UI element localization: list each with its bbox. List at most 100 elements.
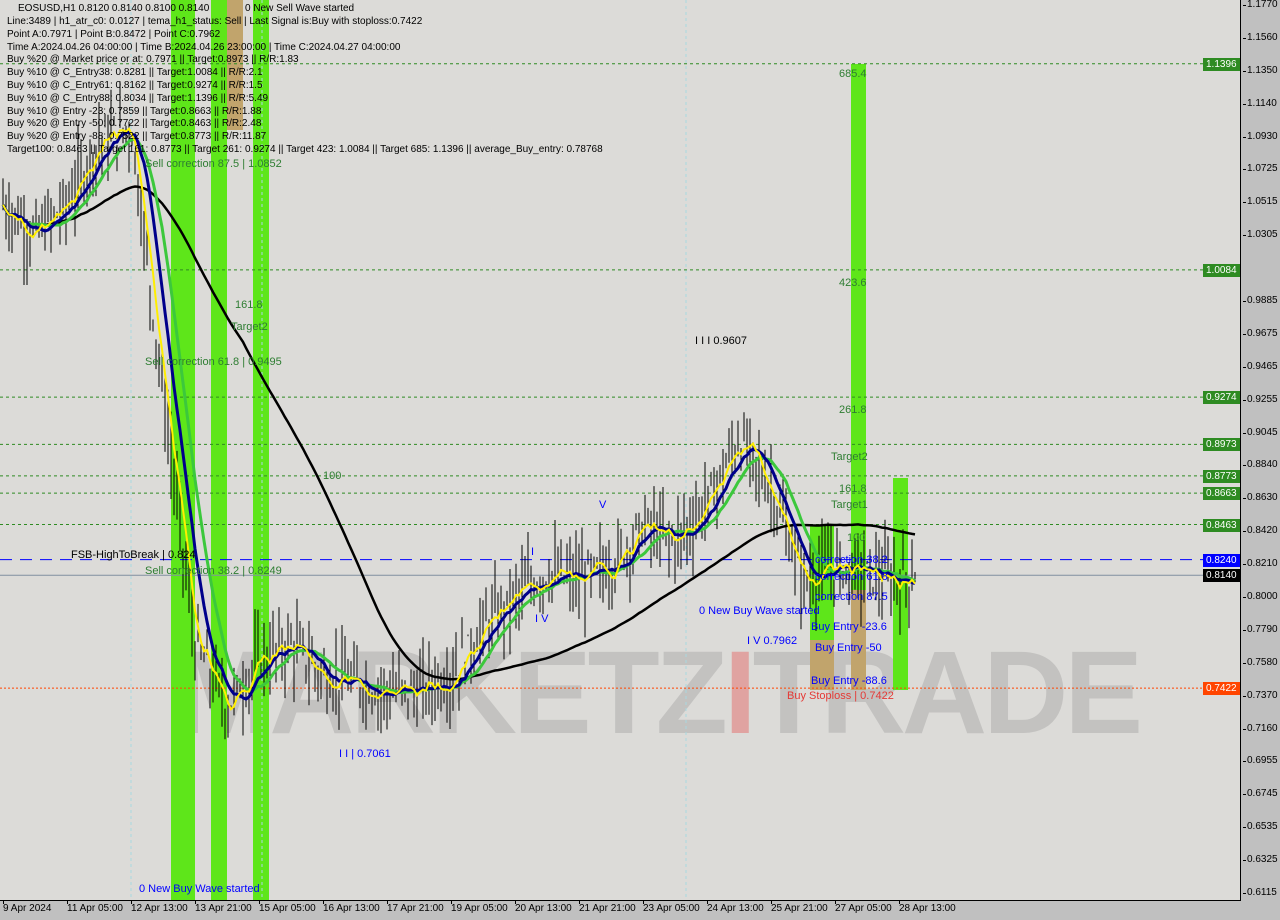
y-tick-label: 0.8630 [1243,492,1280,503]
y-tick-label: 1.0930 [1243,131,1280,142]
y-tick-label: 0.9675 [1243,328,1280,339]
x-tick-label: 21 Apr 21:00 [579,900,636,914]
chart-annotation: 100 [323,470,342,483]
chart-annotation: 100 [847,531,866,544]
x-tick-label: 27 Apr 05:00 [835,900,892,914]
chart-annotation: Sell correction 87.5 | 1.0852 [145,158,282,171]
chart-annotation: 161.8 [235,299,263,312]
price-level-tag: 0.8240 [1203,553,1240,567]
y-tick-label: 0.8840 [1243,459,1280,470]
y-tick-label: 0.7580 [1243,657,1280,668]
info-line: Buy %10 @ C_Entry61: 0.8162 || Target:0.… [7,80,263,91]
chart-annotation: I [531,545,535,558]
x-tick-label: 17 Apr 21:00 [387,900,444,914]
price-level-tag: 0.8663 [1203,487,1240,501]
chart-annotation: I I I 0.9607 [695,335,747,348]
y-tick-label: 0.7160 [1243,723,1280,734]
chart-annotation: Target2 [831,451,868,464]
chart-annotation: I V [535,613,549,626]
x-tick-label: 25 Apr 21:00 [771,900,828,914]
chart-annotation: correction 87.5 [815,591,888,604]
signal-zone [851,64,866,690]
chart-annotation: Sell correction 38.2 | 0.8249 [145,564,282,577]
sell-zone [851,590,866,690]
y-tick-label: 1.1770 [1243,0,1280,10]
price-level-tag: 0.8463 [1203,518,1240,532]
price-level-tag: 0.7422 [1203,682,1240,696]
y-tick-label: 0.8420 [1243,525,1280,536]
info-line: Target100: 0.8463 || Target 161: 0.8773 … [7,144,603,155]
chart-annotation: Buy Entry -50 [815,641,882,654]
y-tick-label: 1.1560 [1243,32,1280,43]
info-line: Buy %20 @ Entry -88: 0.7522 || Target:0.… [7,131,267,143]
x-tick-label: 19 Apr 05:00 [451,900,508,914]
signal-zone [253,0,269,900]
y-tick-label: 0.6115 [1243,887,1280,898]
y-tick-label: 0.8000 [1243,591,1280,602]
x-tick-label: 20 Apr 13:00 [515,900,572,914]
chart-annotation: V [599,498,607,511]
price-level-tag: 0.8973 [1203,438,1240,452]
chart-annotation: correction 61.8 [815,570,888,583]
info-line: Buy %20 @ Market price or at: 0.7971 || … [7,54,299,66]
y-tick-label: 0.9045 [1243,427,1280,438]
info-line: Buy %10 @ Entry -23: 0.7859 || Target:0.… [7,105,262,117]
chart-annotation: 161.8 [839,482,867,495]
info-line: Line:3489 | h1_atr_c0: 0.0127 | tema_h1_… [7,16,423,27]
y-tick-label: 0.9885 [1243,295,1280,306]
y-tick-label: 1.0515 [1243,196,1280,207]
chart-annotation: Buy Entry -23.6 [811,621,887,634]
x-tick-label: 13 Apr 21:00 [195,900,252,914]
sell-zone [810,640,834,690]
chart-annotation: correction 38.2 [815,553,888,566]
y-tick-label: 0.8210 [1243,558,1280,569]
chart-annotation: Buy Stoploss | 0.7422 [787,690,894,703]
chart-annotation: Target2 [231,321,268,334]
x-tick-label: 28 Apr 13:00 [899,900,956,914]
x-tick-label: 23 Apr 05:00 [643,900,700,914]
y-tick-label: 0.7370 [1243,690,1280,701]
x-tick-label: 11 Apr 05:00 [67,900,123,914]
chart-annotation: 423.6 [839,277,867,290]
price-chart-svg [0,0,1240,900]
chart-annotation: I V 0.7962 [747,634,798,647]
chart-annotation: Sell correction 61.8 | 0.9495 [145,356,282,369]
price-level-tag: 0.9274 [1203,391,1240,405]
y-tick-label: 1.0305 [1243,229,1280,240]
y-tick-label: 0.6535 [1243,821,1280,832]
y-tick-label: 0.6745 [1243,788,1280,799]
chart-plot-area[interactable]: MARKETZITRADE Sell correction 87.5 | 1.0… [0,0,1241,901]
overlay-text: 0 New Sell Wave started [245,3,355,14]
y-tick-label: 0.7790 [1243,624,1280,635]
y-tick-label: 1.0725 [1243,163,1280,174]
chart-annotation: 0 New Buy Wave started [139,883,260,896]
chart-annotation: I I | 0.7061 [339,748,391,761]
y-tick-label: 0.9255 [1243,394,1280,405]
x-tick-label: 9 Apr 2024 [3,900,52,914]
y-tick-label: 0.9465 [1243,361,1280,372]
sell-zone [227,0,243,130]
moving-average-line [2,127,916,711]
price-level-tag: 0.8140 [1203,569,1240,583]
chart-annotation: 261.8 [839,403,867,416]
price-level-tag: 1.0084 [1203,263,1240,277]
chart-annotation: Buy Entry -88.6 [811,674,887,687]
y-tick-label: 0.6325 [1243,854,1280,865]
x-tick-label: 15 Apr 05:00 [259,900,316,914]
x-tick-label: 24 Apr 13:00 [707,900,764,914]
info-line: Buy %10 @ C_Entry88: 0.8034 || Target:1.… [7,92,269,104]
y-tick-label: 1.1140 [1243,98,1280,109]
info-line: Point A:0.7971 | Point B:0.8472 | Point … [7,28,221,40]
chart-annotation: Target1 [831,498,868,511]
chart-annotation: FSB-HighToBreak | 0.824 [71,548,196,561]
y-tick-label: 1.1350 [1243,65,1280,76]
info-line: Buy %10 @ C_Entry38: 0.8281 || Target:1.… [7,67,263,79]
info-line: Time A:2024.04.26 04:00:00 | Time B:2024… [7,41,401,53]
x-tick-label: 12 Apr 13:00 [131,900,188,914]
info-line: Buy %20 @ Entry -50: 0.7722 || Target:0.… [7,118,262,130]
chart-annotation: 0 New Buy Wave started [699,605,820,618]
price-level-tag: 0.8773 [1203,469,1240,483]
x-tick-label: 16 Apr 13:00 [323,900,380,914]
chart-annotation: 685.4 [839,68,867,81]
symbol-ohlc: EOSUSD,H1 0.8120 0.8140 0.8100 0.8140 [18,3,210,14]
